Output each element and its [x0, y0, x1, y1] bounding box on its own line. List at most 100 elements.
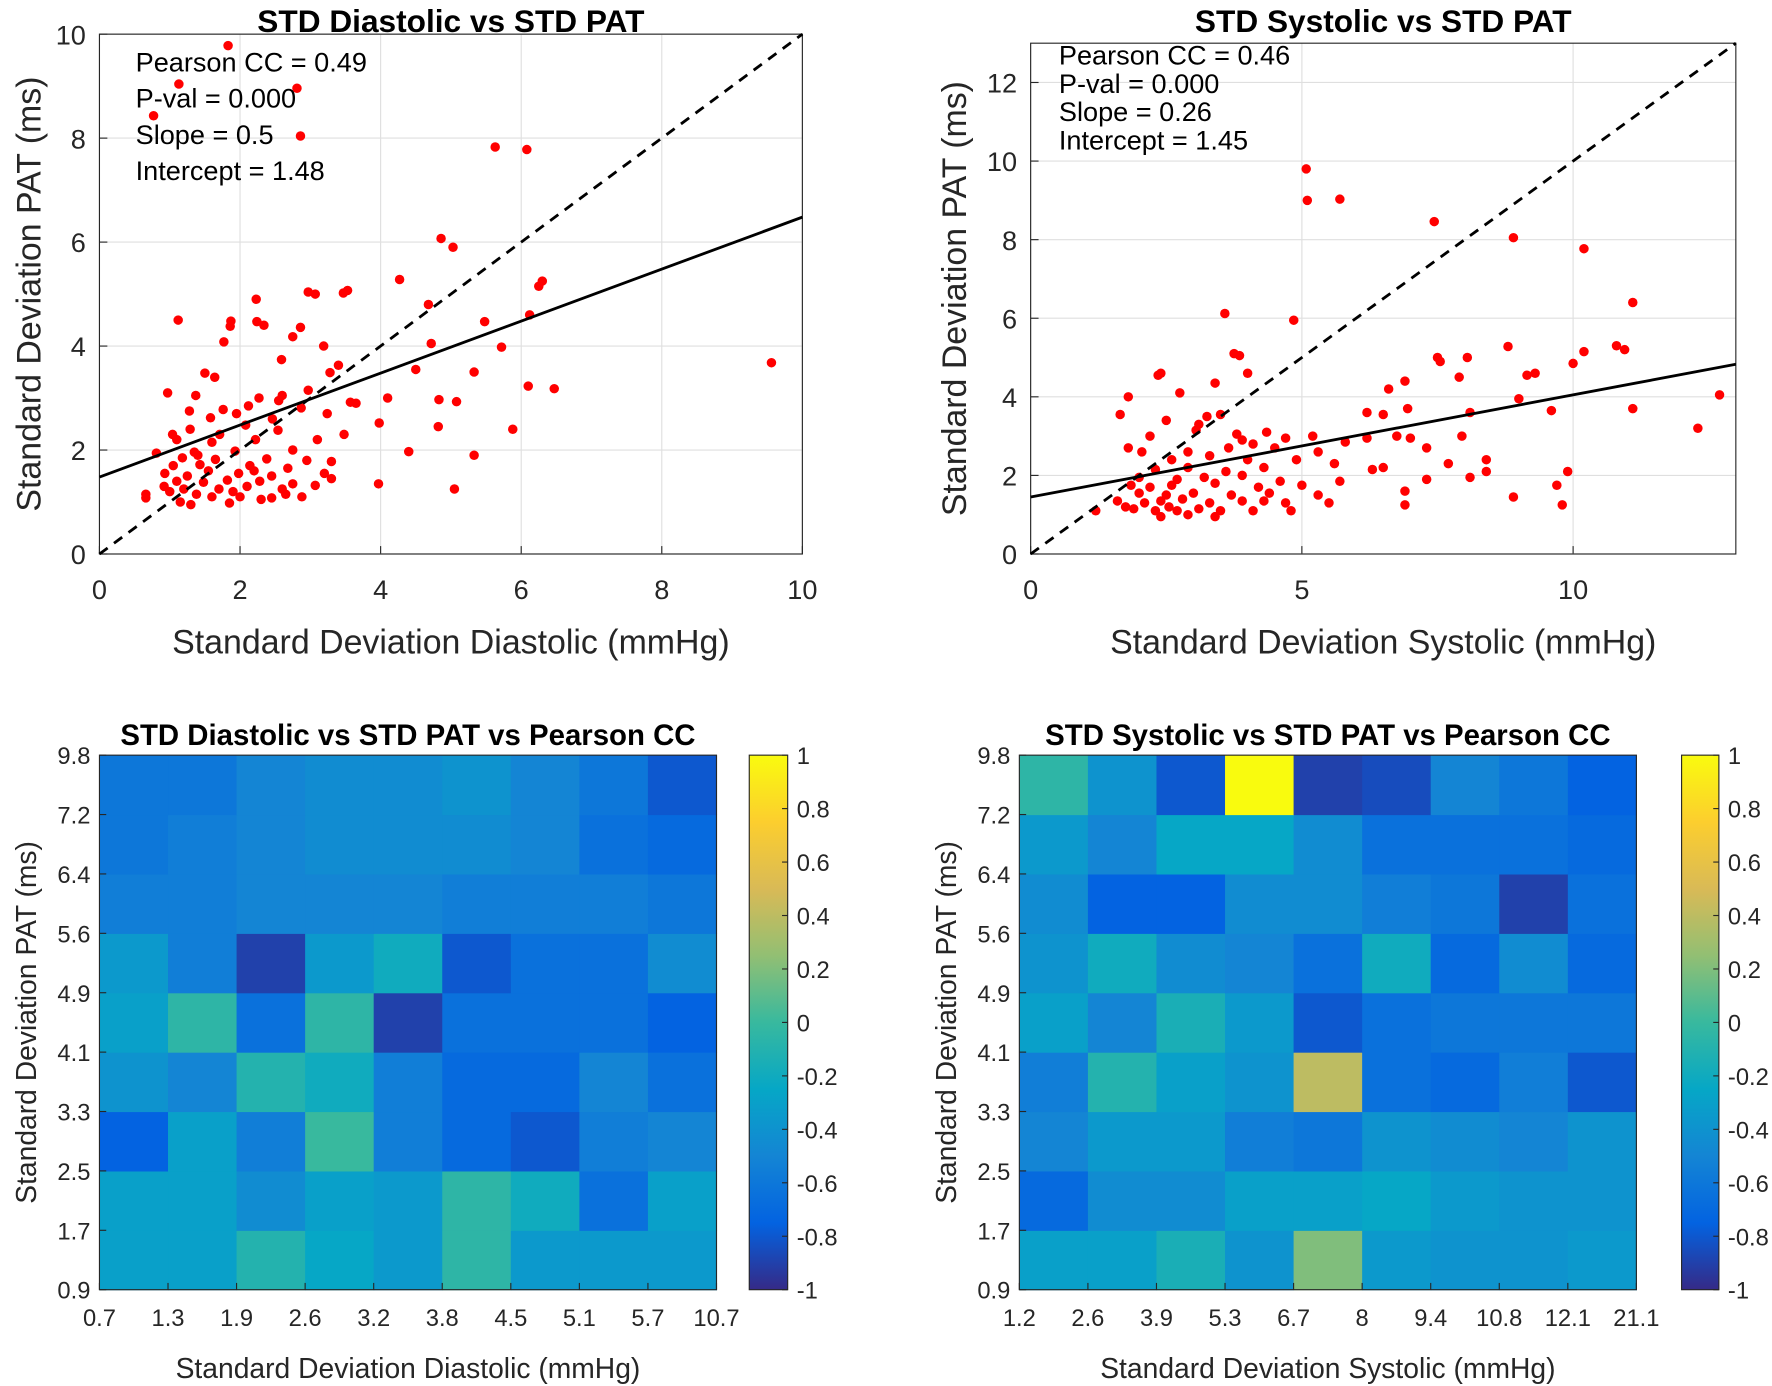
data-point	[218, 404, 228, 415]
heatmap-cell	[647, 814, 718, 875]
y-tick-label: 3.3	[977, 1101, 1010, 1127]
colorbar-tick-label: 0.4	[797, 905, 830, 931]
data-point	[267, 414, 278, 424]
heatmap-cell	[442, 1052, 512, 1113]
x-tick-label: 3.8	[426, 1306, 459, 1332]
data-point	[1568, 358, 1578, 369]
heatmap-cell	[510, 992, 580, 1053]
data-point	[1457, 431, 1467, 441]
data-point	[426, 338, 436, 349]
y-tick-label: 6.4	[977, 863, 1010, 889]
heatmap-cell	[1225, 814, 1295, 875]
data-point	[1166, 480, 1177, 490]
heatmap-cell	[236, 1230, 306, 1291]
colorbar-tick-label: -1	[797, 1279, 818, 1305]
data-point	[1454, 372, 1464, 382]
heatmap-cell	[510, 1230, 580, 1291]
heatmap-cell	[373, 1052, 443, 1113]
heatmap-cell	[99, 1170, 169, 1231]
heatmap-cell	[1293, 1170, 1363, 1231]
x-axis-label: Standard Deviation Systolic (mmHg)	[1110, 623, 1656, 661]
heatmap-cell	[579, 933, 649, 994]
data-point	[1481, 466, 1492, 477]
y-tick-label: 0.9	[57, 1279, 90, 1305]
x-tick-label: 2	[232, 574, 247, 605]
data-point	[1259, 496, 1269, 506]
data-point	[1508, 232, 1519, 243]
data-point	[1362, 407, 1372, 418]
data-point	[351, 398, 361, 408]
heatmap-cell	[1087, 873, 1158, 934]
heatmap-cell	[442, 1111, 512, 1172]
heatmap-cell	[373, 1170, 443, 1231]
data-point	[288, 479, 298, 489]
data-point	[312, 434, 323, 445]
colorbar	[1681, 754, 1720, 1291]
fit-line	[98, 215, 803, 479]
data-point	[1462, 352, 1473, 363]
annotation: Slope = 0.26	[1059, 96, 1212, 127]
data-point	[549, 383, 559, 394]
data-point	[177, 453, 188, 463]
data-point	[1400, 376, 1410, 386]
heatmap-cell	[305, 1052, 375, 1113]
heatmap-cell	[1567, 873, 1637, 934]
data-point	[1259, 462, 1269, 473]
heatmap-cell	[510, 814, 580, 875]
data-point	[434, 394, 444, 405]
heatmap-cell	[1499, 1052, 1569, 1113]
data-point	[1335, 476, 1345, 487]
data-point	[508, 424, 518, 434]
y-tick-label: 4.1	[57, 1041, 90, 1067]
data-point	[224, 498, 235, 508]
heatmap-cell	[236, 1052, 306, 1113]
data-point	[168, 460, 179, 471]
y-tick-label: 4.9	[57, 982, 90, 1008]
data-point	[276, 354, 287, 365]
colorbar-tick-label: 0.6	[797, 851, 830, 877]
data-point	[254, 393, 264, 403]
colorbar-tick-label: -0.2	[797, 1065, 838, 1091]
heatmap-cell	[1156, 992, 1226, 1053]
data-point	[318, 341, 329, 351]
data-point	[374, 418, 384, 428]
colorbar-tick-label: 0.4	[1728, 905, 1761, 931]
data-point	[228, 486, 238, 497]
heatmap-cell	[1087, 1052, 1158, 1113]
data-point	[164, 486, 175, 497]
heatmap-cell	[305, 755, 375, 816]
data-point	[1261, 427, 1272, 437]
heatmap-cell	[1567, 1230, 1637, 1291]
heatmap-cell	[1567, 755, 1637, 816]
data-point	[534, 281, 544, 292]
heatmap-cell	[236, 814, 306, 875]
heatmap-cell	[647, 873, 718, 934]
heatmap-cell	[1499, 755, 1569, 816]
heatmap-cell	[168, 814, 238, 875]
heatmap-cell	[1019, 873, 1089, 934]
heatmap-cell	[1087, 755, 1158, 816]
data-point	[1145, 431, 1155, 441]
data-point	[148, 111, 159, 121]
heatmap-cell	[647, 992, 718, 1053]
heatmap-cell	[1019, 933, 1089, 994]
y-axis-label: Standard Deviation PAT (ms)	[936, 81, 974, 516]
heatmap-cell	[1499, 814, 1569, 875]
x-tick-label: 10	[1558, 574, 1588, 605]
data-point	[1324, 498, 1334, 508]
data-point	[423, 299, 434, 310]
data-point	[1242, 368, 1253, 378]
heatmap-cell	[1156, 1052, 1226, 1113]
heatmap-cell	[1225, 1170, 1295, 1231]
data-point	[469, 450, 479, 460]
data-point	[1421, 474, 1432, 485]
data-point	[411, 364, 421, 375]
heatmap-cell	[1430, 933, 1500, 994]
data-point	[1378, 409, 1388, 420]
heatmap-cell	[1499, 1111, 1569, 1172]
colorbar-tick-label: 0	[797, 1011, 810, 1037]
data-point	[191, 489, 202, 499]
heatmap-cell	[579, 992, 649, 1053]
heatmap-cell	[1430, 1230, 1500, 1291]
heatmap-cell	[1156, 1230, 1226, 1291]
